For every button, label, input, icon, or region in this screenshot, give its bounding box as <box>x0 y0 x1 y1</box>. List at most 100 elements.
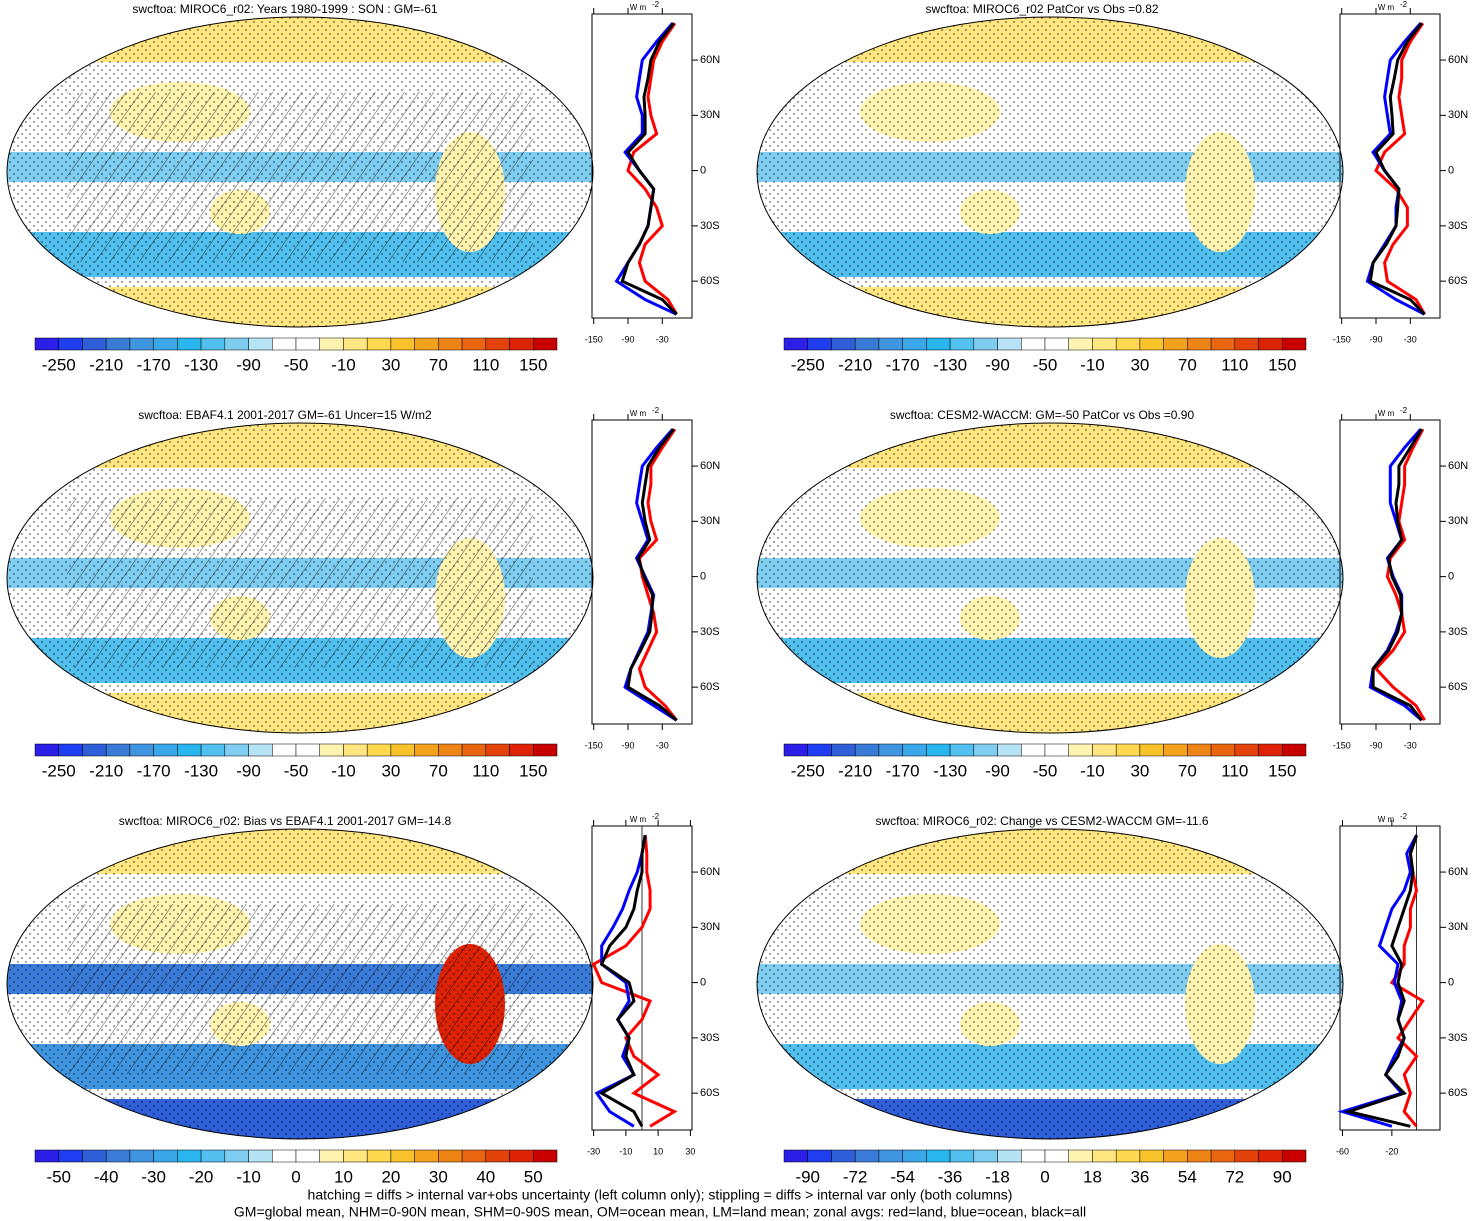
colorbar-label: 70 <box>1178 355 1197 374</box>
colorbar-box <box>129 743 154 757</box>
colorbar-box <box>177 743 202 757</box>
map <box>757 17 1343 327</box>
colorbar-box <box>926 743 951 757</box>
colorbar-box <box>1139 1149 1164 1163</box>
colorbar-label: -10 <box>236 1167 261 1186</box>
y-tick-label: 60S <box>700 1087 720 1099</box>
colorbar-box <box>248 743 273 757</box>
x-tick-label: -30 <box>1404 334 1417 344</box>
x-tick-label: -10 <box>619 1146 632 1156</box>
colorbar-label: 150 <box>1268 355 1296 374</box>
colorbar-label: -210 <box>838 761 872 780</box>
colorbar-box <box>200 337 226 351</box>
stipple <box>757 423 1343 733</box>
y-tick-label: 0 <box>1448 977 1454 989</box>
colorbar-label: 40 <box>476 1167 495 1186</box>
colorbar-box <box>997 743 1022 757</box>
zonal-line <box>626 22 678 316</box>
colorbar-box <box>926 1149 951 1163</box>
x-tick-label: -30 <box>587 1146 600 1156</box>
colorbar-box <box>1187 1149 1212 1163</box>
colorbar-box <box>485 1149 510 1163</box>
colorbar-box <box>295 337 320 351</box>
unit: W m <box>630 815 647 824</box>
colorbar-label: 70 <box>429 355 448 374</box>
colorbar-label: -36 <box>938 1167 963 1186</box>
zonal-line <box>1374 22 1426 316</box>
colorbar-label: -170 <box>137 355 171 374</box>
colorbar-box <box>902 337 927 351</box>
colorbar-label: 72 <box>1225 1167 1244 1186</box>
colorbar-box <box>533 743 558 757</box>
map <box>757 829 1343 1139</box>
x-tick-label: -150 <box>1333 740 1351 750</box>
colorbar-label: -10 <box>331 761 356 780</box>
colorbar-box <box>1163 1149 1188 1163</box>
zonal-frame <box>591 419 693 725</box>
colorbar-box <box>1187 743 1212 757</box>
colorbar-box <box>295 743 320 757</box>
zonal-frame <box>591 13 693 319</box>
colorbar-box <box>272 337 297 351</box>
colorbar-box <box>973 337 998 351</box>
map-border <box>6 828 594 1140</box>
colorbar-box <box>902 743 927 757</box>
colorbar-label: 18 <box>1083 1167 1102 1186</box>
panel-title: swcftoa: MIROC6_r02 PatCor vs Obs =0.82 <box>925 2 1158 16</box>
x-tick-label: -30 <box>656 334 669 344</box>
colorbar-box <box>200 1149 226 1163</box>
y-tick-label: 60N <box>1448 54 1468 66</box>
colorbar-label: -90 <box>985 761 1010 780</box>
colorbar-box <box>1234 1149 1259 1163</box>
colorbar-label: -10 <box>331 355 356 374</box>
colorbar-label: 0 <box>291 1167 300 1186</box>
colorbar-box <box>1092 1149 1117 1163</box>
colorbar-label: 30 <box>1130 761 1149 780</box>
y-tick-label: 60S <box>1448 681 1468 693</box>
y-tick-label: 30S <box>700 220 720 232</box>
colorbar-box <box>1021 1149 1046 1163</box>
zonal-line <box>1343 834 1418 1128</box>
colorbar-box <box>82 337 107 351</box>
colorbar-label: 54 <box>1178 1167 1197 1186</box>
colorbar-label: -130 <box>933 761 967 780</box>
y-tick-label: 30S <box>1448 1032 1468 1044</box>
y-tick-label: 60S <box>1448 275 1468 287</box>
colorbar-label: 110 <box>1221 355 1248 374</box>
colorbar-box <box>272 743 297 757</box>
y-tick-label: 0 <box>700 571 706 583</box>
colorbar-box <box>1234 743 1259 757</box>
colorbar-box <box>1282 1149 1307 1163</box>
colorbar-box <box>58 743 83 757</box>
colorbar-box <box>1282 337 1307 351</box>
panel-title: swcftoa: MIROC6_r02: Change vs CESM2-WAC… <box>875 814 1208 828</box>
colorbar-label: 30 <box>381 355 400 374</box>
zonal-frame <box>1339 13 1441 319</box>
x-tick-label: -90 <box>1369 334 1382 344</box>
colorbar-box <box>129 1149 154 1163</box>
colorbar-label: -30 <box>141 1167 166 1186</box>
colorbar-label: 110 <box>472 761 499 780</box>
colorbar-box <box>1210 337 1236 351</box>
colorbar-box <box>509 743 534 757</box>
y-tick-label: 30S <box>1448 220 1468 232</box>
colorbar-box <box>390 743 415 757</box>
unit-exponent: -2 <box>1400 812 1408 821</box>
colorbar-label: -72 <box>843 1167 868 1186</box>
colorbar-box <box>129 337 154 351</box>
map-border <box>756 422 1344 734</box>
unit-exponent: -2 <box>1400 0 1408 9</box>
y-tick-label: 60S <box>700 275 720 287</box>
panel-title: swcftoa: EBAF4.1 2001-2017 GM=-61 Uncer=… <box>138 408 432 422</box>
colorbar-label: -250 <box>791 355 825 374</box>
x-tick-label: -30 <box>1404 740 1417 750</box>
colorbar-label: 50 <box>524 1167 543 1186</box>
colorbar-box <box>461 337 487 351</box>
colorbar-box <box>343 337 368 351</box>
colorbar-box <box>177 337 202 351</box>
colorbar-label: -130 <box>184 355 218 374</box>
y-tick-label: 60N <box>1448 460 1468 472</box>
colorbar-box <box>1115 743 1141 757</box>
footnote: GM=global mean, NHM=0-90N mean, SHM=0-90… <box>234 1204 1086 1220</box>
